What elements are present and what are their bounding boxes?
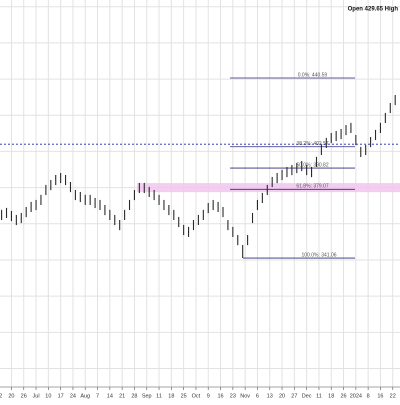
x-tick-label: 20 xyxy=(8,393,14,399)
x-tick-label: 16 xyxy=(217,393,223,399)
x-tick-label: 6 xyxy=(256,393,259,399)
x-tick-label: Nov xyxy=(240,393,250,399)
fib-label: 61.8%: 379.07 xyxy=(296,184,328,190)
fib-label: 50.0%: 390.82 xyxy=(296,162,328,168)
x-tick-label: 27 xyxy=(291,393,297,399)
x-tick-label: 18 xyxy=(328,393,334,399)
x-tick-label: 10 xyxy=(45,393,51,399)
x-tick-label: 11 xyxy=(316,393,322,399)
x-tick-label: 7 xyxy=(96,393,99,399)
x-tick-label: 18 xyxy=(168,393,174,399)
fib-label: 100.0%: 341.06 xyxy=(302,252,337,258)
x-tick-label: 28 xyxy=(131,393,137,399)
x-tick-label: 20 xyxy=(279,393,285,399)
x-tick-label: 23 xyxy=(230,393,236,399)
resistance-band xyxy=(136,183,400,193)
x-tick-label: 13 xyxy=(267,393,273,399)
x-tick-label: Oct xyxy=(192,393,201,399)
x-tick-label: 24 xyxy=(70,393,76,399)
x-tick-label: 26 xyxy=(340,393,346,399)
x-tick-label: 9 xyxy=(207,393,210,399)
x-tick-label: 22 xyxy=(390,393,396,399)
x-tick-label: 8 xyxy=(367,393,370,399)
x-tick-label: 11 xyxy=(156,393,162,399)
x-tick-label: 2024 xyxy=(350,393,362,399)
header-quote: Open 429.65 High xyxy=(348,7,399,13)
x-tick-label: 14 xyxy=(107,393,113,399)
x-tick-label: Aug xyxy=(80,393,90,399)
fib-label: 0.0%: 440.59 xyxy=(298,72,328,78)
x-tick-label: 16 xyxy=(377,393,383,399)
x-tick-label: Dec xyxy=(302,393,312,399)
x-tick-label: 25 xyxy=(181,393,187,399)
x-tick-label: 17 xyxy=(58,393,64,399)
x-tick-label: Jul xyxy=(33,393,40,399)
x-tick-label: Sep xyxy=(142,393,152,399)
x-tick-label: 21 xyxy=(119,393,125,399)
fib-label: 38.2%: 402.57 xyxy=(296,141,328,147)
x-tick-label: 26 xyxy=(21,393,27,399)
x-tick-label: 12 xyxy=(0,393,2,399)
